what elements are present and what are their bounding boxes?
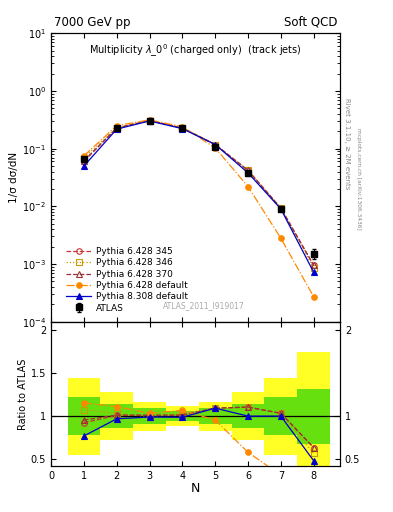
Line: Pythia 6.428 default: Pythia 6.428 default [81, 117, 316, 300]
Pythia 8.308 default [147, 118, 152, 124]
Line: Pythia 6.428 346: Pythia 6.428 346 [81, 118, 316, 271]
Pythia 6.428 370 [279, 205, 283, 211]
Pythia 6.428 370 [147, 117, 152, 123]
Pythia 8.308 default [311, 269, 316, 275]
Y-axis label: Ratio to ATLAS: Ratio to ATLAS [18, 358, 28, 430]
Pythia 6.428 default [180, 123, 185, 130]
Pythia 6.428 default [213, 145, 218, 151]
Pythia 6.428 370 [114, 125, 119, 131]
X-axis label: N: N [191, 482, 200, 495]
Pythia 6.428 345 [82, 158, 86, 164]
Pythia 6.428 346 [246, 167, 250, 174]
Pythia 6.428 346 [147, 118, 152, 124]
Pythia 6.428 345 [213, 141, 218, 147]
Pythia 6.428 345 [180, 125, 185, 131]
Legend: Pythia 6.428 345, Pythia 6.428 346, Pythia 6.428 370, Pythia 6.428 default, Pyth: Pythia 6.428 345, Pythia 6.428 346, Pyth… [64, 245, 190, 314]
Line: Pythia 6.428 345: Pythia 6.428 345 [81, 118, 316, 268]
Text: Multiplicity $\lambda\_0^0$ (charged only)  (track jets): Multiplicity $\lambda\_0^0$ (charged onl… [89, 42, 302, 58]
Y-axis label: 1/σ dσ/dN: 1/σ dσ/dN [9, 152, 19, 203]
Pythia 6.428 370 [311, 262, 316, 268]
Pythia 6.428 default [147, 117, 152, 123]
Pythia 6.428 345 [147, 117, 152, 123]
Text: mcplots.cern.ch [arXiv:1306.3436]: mcplots.cern.ch [arXiv:1306.3436] [356, 129, 361, 230]
Pythia 6.428 346 [213, 141, 218, 147]
Pythia 8.308 default [114, 126, 119, 132]
Line: Pythia 6.428 370: Pythia 6.428 370 [81, 118, 316, 268]
Pythia 6.428 default [279, 235, 283, 241]
Pythia 6.428 346 [114, 124, 119, 131]
Pythia 6.428 345 [311, 262, 316, 268]
Pythia 6.428 default [246, 183, 250, 189]
Pythia 6.428 default [311, 294, 316, 300]
Pythia 8.308 default [180, 125, 185, 132]
Pythia 6.428 370 [82, 158, 86, 164]
Pythia 6.428 370 [213, 141, 218, 147]
Pythia 6.428 370 [246, 167, 250, 174]
Text: Rivet 3.1.10, ≥ 2M events: Rivet 3.1.10, ≥ 2M events [344, 98, 350, 189]
Pythia 6.428 default [114, 122, 119, 129]
Pythia 6.428 346 [279, 205, 283, 211]
Pythia 6.428 346 [311, 265, 316, 271]
Pythia 6.428 default [82, 153, 86, 159]
Text: Soft QCD: Soft QCD [284, 16, 337, 29]
Pythia 6.428 345 [114, 125, 119, 131]
Pythia 6.428 346 [82, 155, 86, 161]
Pythia 6.428 345 [246, 167, 250, 174]
Pythia 6.428 346 [180, 124, 185, 131]
Pythia 8.308 default [82, 163, 86, 169]
Text: 7000 GeV pp: 7000 GeV pp [54, 16, 130, 29]
Pythia 6.428 370 [180, 125, 185, 131]
Pythia 8.308 default [213, 141, 218, 147]
Pythia 8.308 default [246, 170, 250, 176]
Text: ATLAS_2011_I919017: ATLAS_2011_I919017 [163, 301, 245, 310]
Pythia 8.308 default [279, 206, 283, 212]
Pythia 6.428 345 [279, 205, 283, 211]
Line: Pythia 8.308 default: Pythia 8.308 default [81, 118, 316, 275]
